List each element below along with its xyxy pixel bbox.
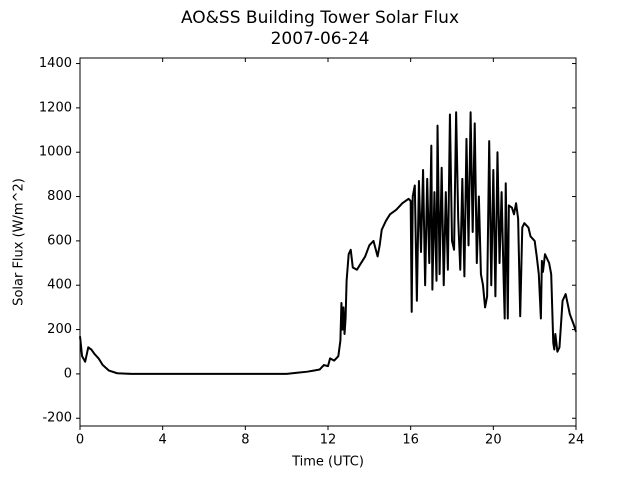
x-tick-label: 0 — [76, 433, 84, 448]
plot-frame — [79, 57, 577, 427]
x-tick-label: 24 — [568, 433, 585, 448]
y-tick-label: 400 — [47, 278, 72, 293]
y-tick-label: 800 — [47, 189, 72, 204]
data-line — [79, 111, 577, 375]
chart-title: AO&SS Building Tower Solar Flux — [181, 8, 459, 28]
y-tick-label: 600 — [47, 233, 72, 248]
y-tick-label: 1200 — [39, 100, 72, 115]
y-tick-label: 200 — [47, 322, 72, 337]
x-tick-label: 16 — [402, 433, 419, 448]
x-axis-label: Time (UTC) — [291, 455, 364, 470]
y-tick-label: 0 — [64, 366, 72, 381]
x-tick-label: 20 — [485, 433, 502, 448]
x-tick-label: 8 — [241, 433, 249, 448]
x-tick-label: 12 — [320, 433, 337, 448]
y-tick-label: 1400 — [39, 56, 72, 71]
y-tick-label: 1000 — [39, 145, 72, 160]
chart-subtitle: 2007-06-24 — [271, 29, 370, 49]
y-tick-label: -200 — [42, 411, 72, 426]
y-axis-label: Solar Flux (W/m^2) — [12, 178, 27, 306]
x-tick-label: 4 — [159, 433, 167, 448]
